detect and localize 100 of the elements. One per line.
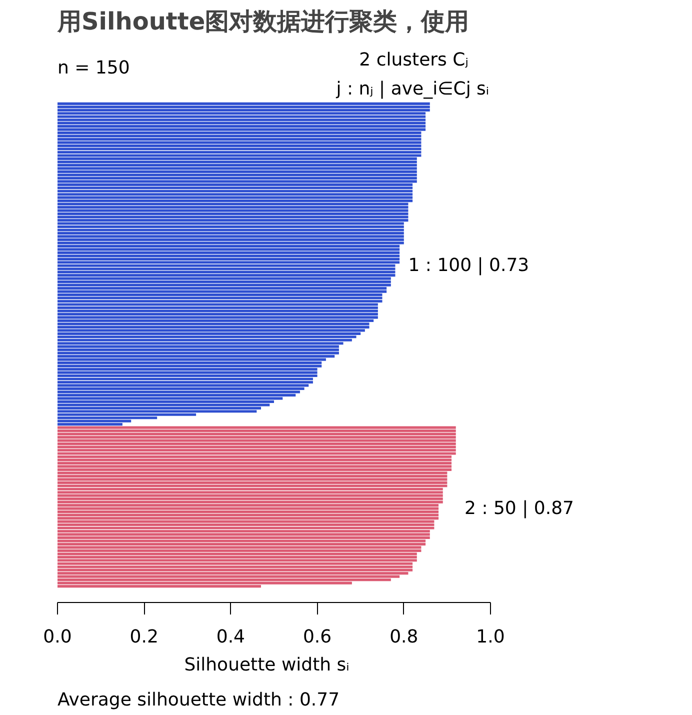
bar	[58, 494, 443, 497]
bar	[58, 128, 426, 131]
bar	[58, 312, 378, 316]
bar	[58, 326, 370, 328]
bar	[58, 225, 404, 228]
bar	[58, 118, 426, 122]
bar	[58, 458, 452, 462]
x-tick-label: 0.2	[130, 626, 158, 648]
bar	[58, 452, 456, 455]
bar	[58, 248, 400, 251]
bar	[58, 484, 448, 488]
bar	[58, 296, 382, 300]
bar	[58, 559, 417, 562]
bar	[58, 183, 413, 186]
bar	[58, 430, 456, 432]
bar	[58, 261, 400, 264]
bar	[58, 562, 413, 565]
bar	[58, 218, 408, 222]
bar	[58, 380, 313, 384]
bar	[58, 500, 443, 504]
x-tick-label: 0.8	[390, 626, 418, 648]
bar	[58, 394, 296, 396]
x-tick-label: 0.4	[216, 626, 246, 648]
bar	[58, 293, 382, 296]
bar	[58, 270, 396, 274]
bar	[58, 404, 270, 406]
bar	[58, 491, 443, 494]
bar	[58, 167, 417, 170]
bar	[58, 374, 318, 378]
x-axis-title: Silhouette width sᵢ	[184, 654, 350, 676]
bar	[58, 488, 443, 490]
bar	[58, 348, 339, 352]
bar	[58, 332, 361, 335]
bar	[58, 552, 417, 556]
bar	[58, 481, 448, 484]
bar	[58, 209, 408, 212]
text: 2 clusters Cⱼ	[359, 49, 468, 70]
bar	[58, 439, 456, 442]
annotation: 2 : 50 | 0.87	[464, 498, 574, 520]
bar	[58, 472, 448, 474]
bar	[58, 277, 391, 280]
bar	[58, 546, 422, 549]
bar	[58, 556, 417, 558]
bar	[58, 216, 408, 218]
text: j : nⱼ | ave_i∈Cj sᵢ	[335, 78, 490, 100]
bar	[58, 300, 382, 303]
bar	[58, 235, 404, 238]
bar	[58, 157, 417, 160]
bar	[58, 268, 396, 270]
bar	[58, 514, 439, 516]
bar	[58, 516, 439, 520]
bar	[58, 442, 456, 446]
bar	[58, 112, 426, 115]
x-tick-label: 0.6	[302, 626, 332, 648]
bar	[58, 355, 335, 358]
bar	[58, 426, 456, 429]
bar	[58, 148, 422, 150]
bar	[58, 232, 404, 235]
bar	[58, 193, 413, 196]
bar	[58, 455, 452, 458]
bar	[58, 316, 378, 319]
bar	[58, 202, 408, 206]
bar	[58, 310, 378, 312]
bar	[58, 446, 456, 448]
bar	[58, 222, 404, 225]
bar	[58, 478, 448, 481]
bar	[58, 448, 456, 452]
bar	[58, 290, 387, 293]
bar	[58, 322, 370, 326]
bar	[58, 549, 422, 552]
text: n = 150	[58, 58, 130, 79]
annotation: 1 : 100 | 0.73	[408, 255, 530, 276]
bar	[58, 371, 318, 374]
bar	[58, 368, 318, 371]
bar	[58, 141, 422, 144]
bar	[58, 432, 456, 436]
bar	[58, 200, 413, 202]
bar	[58, 387, 304, 390]
bar	[58, 238, 404, 242]
bar	[58, 520, 434, 523]
chart-title: 用Silhoutte图对数据进行聚类，使用	[56, 8, 470, 36]
bar	[58, 254, 400, 258]
bar	[58, 498, 443, 500]
bar	[58, 160, 417, 164]
bar	[58, 164, 417, 167]
bar	[58, 174, 417, 176]
bar	[58, 125, 426, 128]
bar	[58, 150, 422, 154]
bar	[58, 542, 426, 546]
bar	[58, 474, 448, 478]
bar	[58, 540, 426, 542]
bar	[58, 251, 400, 254]
bar	[58, 523, 434, 526]
bar	[58, 572, 408, 575]
bar	[58, 384, 309, 387]
bar	[58, 274, 396, 277]
bar	[58, 468, 452, 471]
bar	[58, 284, 391, 286]
bar	[58, 568, 413, 572]
bar	[58, 352, 339, 354]
